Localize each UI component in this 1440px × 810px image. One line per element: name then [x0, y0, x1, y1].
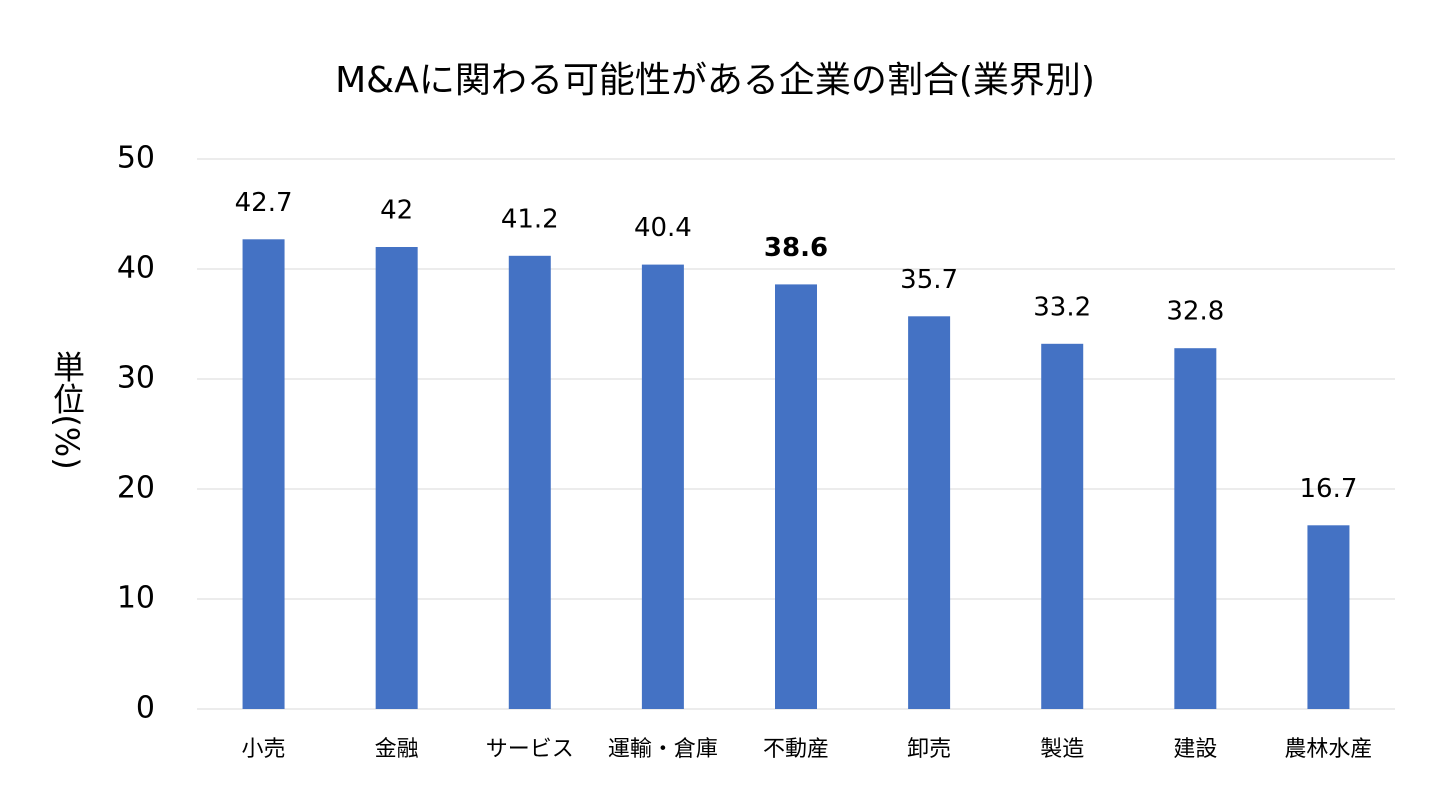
x-tick-label: 製造 [1040, 737, 1084, 762]
bar [375, 247, 418, 709]
y-tick-label: 50 [117, 141, 155, 176]
x-tick-label: 運輸・倉庫 [608, 737, 718, 762]
data-label: 42 [380, 196, 413, 226]
bar [508, 255, 551, 710]
bar [908, 316, 951, 709]
data-label: 41.2 [501, 204, 559, 234]
y-tick-label: 30 [117, 361, 155, 396]
x-tick-label: 農林水産 [1284, 737, 1372, 762]
data-label: 35.7 [900, 265, 958, 295]
bar [775, 284, 817, 709]
y-tick-label: 0 [136, 691, 155, 726]
x-tick-label: サービス [486, 737, 574, 762]
data-label: 33.2 [1033, 292, 1091, 322]
y-axis-label: 単位(%) [48, 350, 86, 469]
y-tick-label: 10 [117, 581, 155, 616]
bar [1041, 343, 1084, 709]
data-label: 40.4 [634, 213, 692, 243]
bar [641, 264, 684, 709]
bar [1174, 348, 1217, 709]
chart-title: M&Aに関わる可能性がある企業の割合(業界別) [335, 60, 1095, 101]
bar [1307, 525, 1350, 709]
data-label: 16.7 [1299, 474, 1357, 504]
x-tick-label: 小売 [242, 737, 286, 762]
x-tick-label: 不動産 [763, 737, 829, 762]
bar [242, 239, 285, 710]
x-tick-label: 金融 [375, 737, 419, 762]
y-tick-label: 20 [117, 471, 155, 506]
x-tick-label: 建設 [1173, 737, 1217, 762]
data-label: 32.8 [1166, 297, 1224, 327]
data-label: 42.7 [235, 188, 293, 218]
y-tick-label: 40 [117, 251, 155, 286]
data-label: 38.6 [764, 233, 828, 263]
x-tick-label: 卸売 [907, 737, 951, 762]
